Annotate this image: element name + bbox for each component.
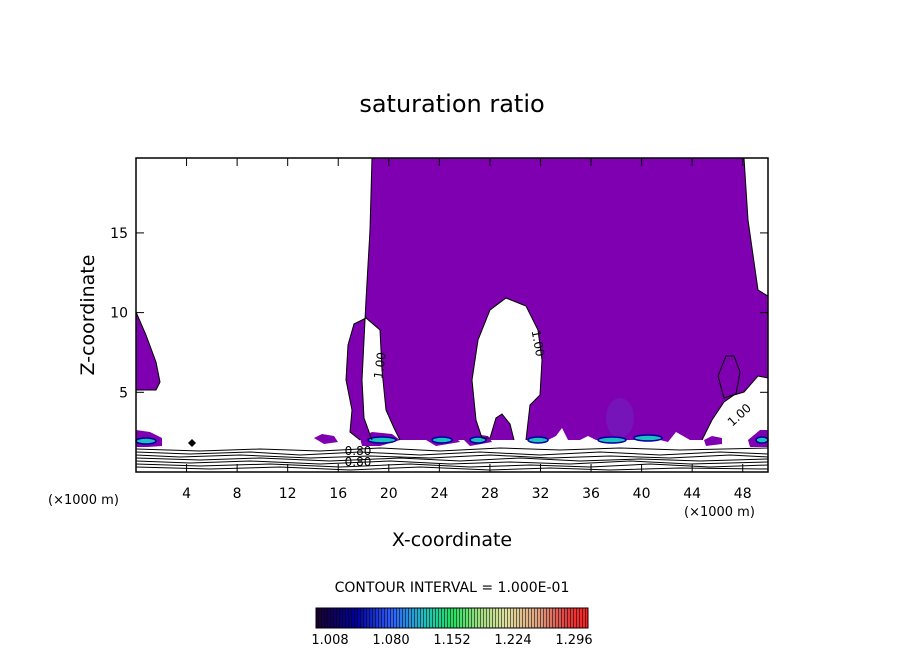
colorbar-tick-label: 1.152 [433,633,470,648]
hot-spot [135,437,157,445]
x-tick-label: 12 [279,486,297,502]
contour-label: 0.80 [345,444,372,458]
contour-label-group: 1.00 1.00 1.00 0.80 0.80 [345,329,754,469]
colorbar-tick-label: 1.008 [311,633,348,648]
contour-line-island [717,355,741,399]
contour-line-100 [345,157,401,441]
x-tick-label: 20 [380,486,398,502]
contour-label: 1.00 [529,329,547,358]
fill-blob-46 [704,436,722,446]
contour-label: 1.00 [371,351,389,379]
contour-label: 0.80 [345,455,372,469]
fill-region-main [346,158,768,442]
contour-line-low [135,451,769,456]
x-tick-label: 8 [233,486,242,502]
x-tick-label: 16 [329,486,347,502]
y-tick-label: 5 [119,385,128,401]
colorbar [315,607,589,629]
y-tick-label: 15 [110,226,128,242]
y-axis-label: Z-coordinate [77,255,99,376]
contour-line-100 [701,157,769,441]
contour-line-low [135,466,769,471]
contour-lines [135,157,769,471]
hot-spot [527,436,549,444]
contour-line-100 [135,311,161,391]
colorbar-tick-label: 1.224 [494,633,531,648]
contour-line-low [135,447,769,452]
x-tick-label: 4 [182,486,191,502]
contour-interval: CONTOUR INTERVAL = 1.000E-01 [335,580,570,596]
y-tick-label: 10 [110,306,128,322]
contour-line-100 [471,297,543,441]
hot-spot [755,436,769,444]
colorbar-tick-label: 1.080 [372,633,409,648]
contour-label: 1.00 [725,401,754,429]
colorbar-tick-label: 1.296 [555,633,592,648]
fill-small-4 [188,439,196,447]
plot-frame [135,157,769,473]
hot-spot [633,434,663,442]
fill-blob-15 [314,434,338,444]
contour-line-low [135,463,769,468]
x-tick-label: 36 [582,486,600,502]
x-unit-left: (×1000 m) [48,493,119,508]
x-axis-ticks: 4 8 12 16 20 24 28 32 36 40 44 48 [182,158,752,502]
x-tick-label: 40 [633,486,651,502]
colorbar-frame [315,607,589,629]
x-axis-label: X-coordinate [392,529,512,551]
contour-line-low [135,454,769,459]
x-tick-label: 48 [734,486,752,502]
fill-region-left [136,312,160,390]
colorbar-stripes [316,608,588,628]
contour-fill [136,158,768,447]
contour-line-low [135,457,769,462]
x-tick-label: 44 [683,486,701,502]
x-tick-label: 24 [430,486,448,502]
contour-line-low [135,460,769,465]
x-tick-label: 32 [532,486,550,502]
x-unit-right: (×1000 m) [684,505,755,520]
x-tick-label: 28 [481,486,499,502]
hot-spot [431,436,453,444]
hot-spot [597,436,627,444]
chart-title: saturation ratio [359,90,544,118]
hot-spot [367,436,397,444]
fill-dome-38 [606,398,634,438]
y-axis-ticks: 5 10 15 [110,226,768,401]
colorbar-ticks: 1.008 1.080 1.152 1.224 1.296 [311,633,592,648]
